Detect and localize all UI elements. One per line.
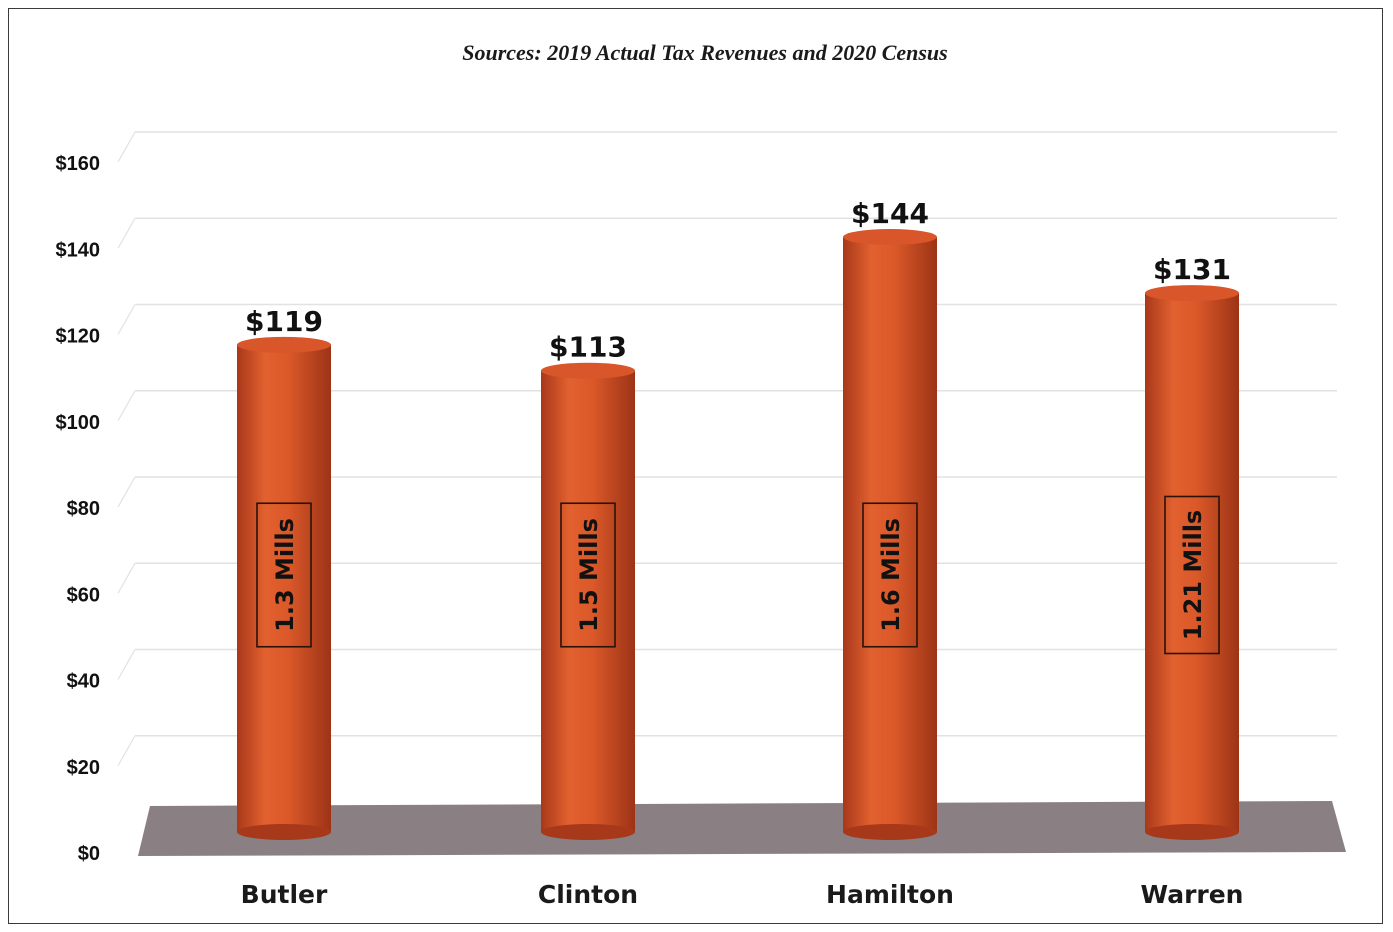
- x-tick-label: Butler: [241, 880, 328, 909]
- bar-top: [541, 362, 635, 379]
- bar-body: [237, 344, 331, 832]
- mills-label: 1.6 Mills: [877, 518, 905, 632]
- mills-label: 1.5 Mills: [575, 518, 603, 632]
- mills-label: 1.21 Mills: [1179, 510, 1207, 640]
- y-tick-label: $20: [67, 757, 100, 779]
- gridline-side: [117, 304, 136, 335]
- gridline-side: [117, 562, 136, 594]
- floor-plane: [138, 801, 1346, 856]
- gridline-side: [117, 649, 136, 680]
- data-label: $131: [1153, 253, 1231, 286]
- mills-annotation: 1.21 Mills: [1164, 495, 1220, 655]
- data-label: $119: [245, 305, 323, 338]
- y-tick-label: $120: [56, 326, 101, 348]
- bar-base: [541, 824, 635, 840]
- x-axis: Butler Clinton Hamilton Warren: [241, 880, 1244, 909]
- bar-top: [843, 229, 937, 245]
- gridline-side: [117, 131, 136, 163]
- bar-body: [843, 237, 937, 832]
- chart-floor: [138, 801, 1346, 856]
- bar-warren: $131 1.21 Mills: [1145, 253, 1239, 840]
- x-tick-label: Clinton: [538, 880, 638, 909]
- y-tick-label: $80: [67, 498, 100, 520]
- gridline-side: [117, 735, 136, 767]
- mills-box: [1164, 495, 1220, 655]
- bar-butler: $119 1.3 Mills: [237, 305, 331, 840]
- y-tick-label: $140: [56, 239, 101, 261]
- bar-top: [1145, 285, 1239, 302]
- mills-box: [256, 502, 312, 648]
- bar-base: [237, 824, 331, 840]
- bar-top: [237, 336, 331, 353]
- bar-base: [1145, 824, 1239, 840]
- mills-box: [560, 502, 616, 648]
- chart-title: Sources: 2019 Actual Tax Revenues and 20…: [462, 40, 948, 65]
- gridline-side: [117, 390, 136, 422]
- data-label: $144: [851, 197, 929, 230]
- mills-annotation: 1.3 Mills: [256, 502, 312, 648]
- mills-annotation: 1.6 Mills: [862, 502, 918, 648]
- gridline-side: [117, 217, 136, 249]
- bar-hamilton: $144 1.6 Mills: [843, 197, 937, 840]
- y-tick-label: $40: [67, 671, 100, 693]
- y-tick-label: $60: [67, 584, 100, 606]
- gridline-side: [117, 476, 136, 508]
- y-tick-label: $100: [56, 412, 101, 434]
- y-axis: $0 $20 $40 $60 $80 $100 $120 $140 $160: [56, 153, 101, 865]
- bar-base: [843, 824, 937, 840]
- mills-label: 1.3 Mills: [271, 518, 299, 632]
- mills-annotation: 1.5 Mills: [560, 502, 616, 648]
- gridlines: [117, 131, 1337, 767]
- y-tick-label: $160: [56, 153, 101, 175]
- bar-body: [541, 370, 635, 832]
- x-tick-label: Warren: [1141, 880, 1244, 909]
- bar-body: [1145, 293, 1239, 832]
- data-label: $113: [549, 331, 627, 364]
- x-tick-label: Hamilton: [826, 880, 954, 909]
- bar-clinton: $113 1.5 Mills: [541, 331, 635, 840]
- y-tick-label: $0: [78, 843, 100, 865]
- mills-box: [862, 502, 918, 648]
